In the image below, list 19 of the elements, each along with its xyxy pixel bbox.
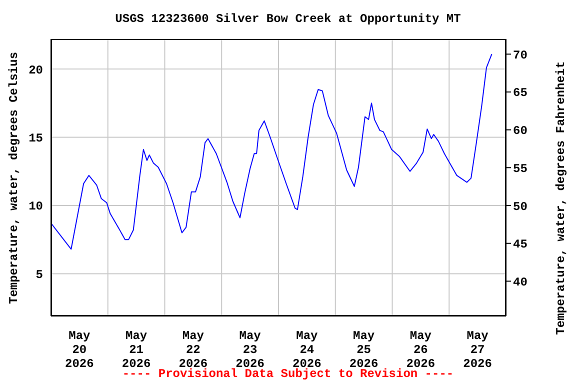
y2-tick-label: 60 [513, 124, 528, 138]
y-axis-title: Temperature, water, degrees Celsius [7, 51, 21, 304]
y2-tick-label: 65 [513, 86, 528, 100]
line-series [51, 54, 492, 250]
x-tick-label: May 27 2026 [463, 329, 492, 371]
y-tick-label: 10 [28, 200, 43, 214]
chart-title: USGS 12323600 Silver Bow Creek at Opportunity MT [114, 12, 462, 26]
y2-tick-label: 45 [513, 238, 528, 252]
y2-tick-label: 50 [513, 200, 528, 214]
y2-tick-label: 70 [513, 48, 528, 62]
y2-axis-title: Temperature, water, degrees Fahrenheit [554, 60, 568, 334]
x-tick-label: May 21 2026 [122, 329, 151, 371]
y2-tick-label: 40 [513, 275, 528, 290]
y-tick-label: 15 [28, 132, 43, 146]
y2-tick-label: 55 [513, 162, 528, 176]
y-tick-label: 5 [36, 268, 43, 282]
x-tick-label: May 26 2026 [406, 329, 436, 371]
y-tick-label: 20 [28, 63, 43, 78]
x-tick-label: May 20 2026 [65, 329, 94, 371]
